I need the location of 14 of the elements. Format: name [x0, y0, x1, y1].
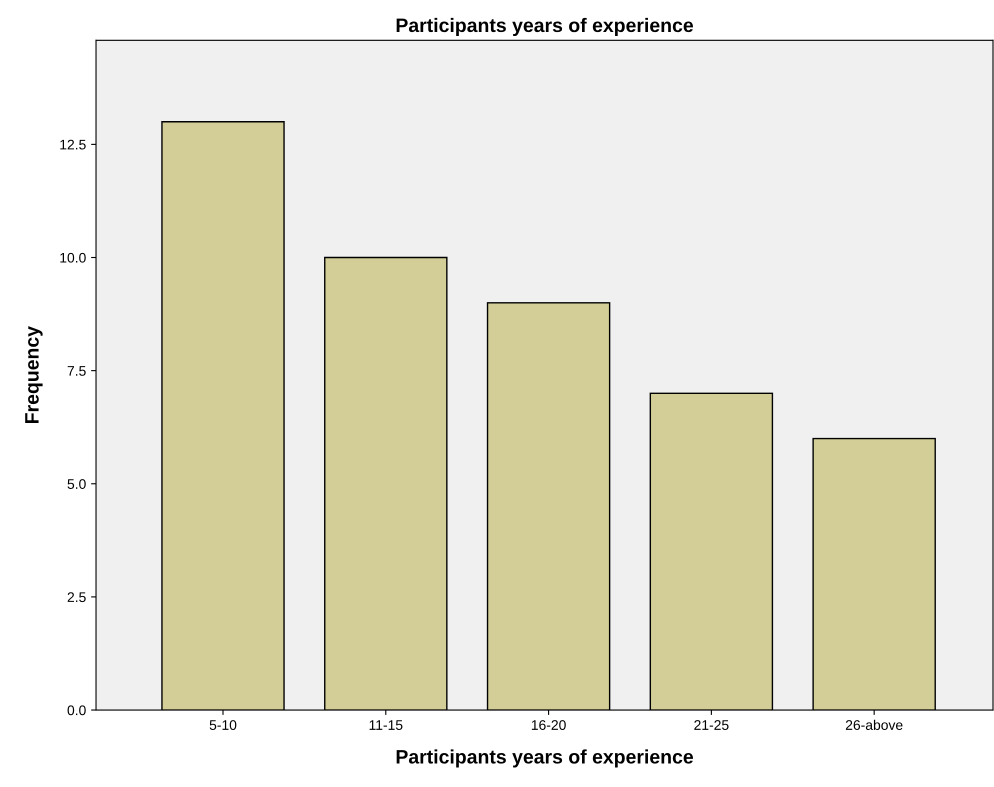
x-tick-label: 5-10 [210, 720, 236, 730]
y-tick-label: 10.0 [60, 252, 86, 263]
chart-title: Participants years of experience [396, 18, 694, 36]
x-tick-label: 11-15 [370, 720, 402, 730]
x-tick-label: 21-25 [694, 720, 729, 730]
x-axis-title: Participants years of experience [396, 749, 694, 768]
y-tick-label: 2.5 [68, 592, 86, 602]
y-tick-label: 5.0 [68, 479, 86, 489]
y-tick-label: 12.5 [60, 140, 86, 150]
y-axis-title: Frequency [25, 326, 43, 424]
x-tick-label: 16-20 [532, 720, 566, 730]
y-tick-label: 7.5 [68, 366, 86, 376]
x-tick-label: 26-above [846, 720, 903, 730]
y-tick-label: 0.0 [68, 705, 86, 716]
